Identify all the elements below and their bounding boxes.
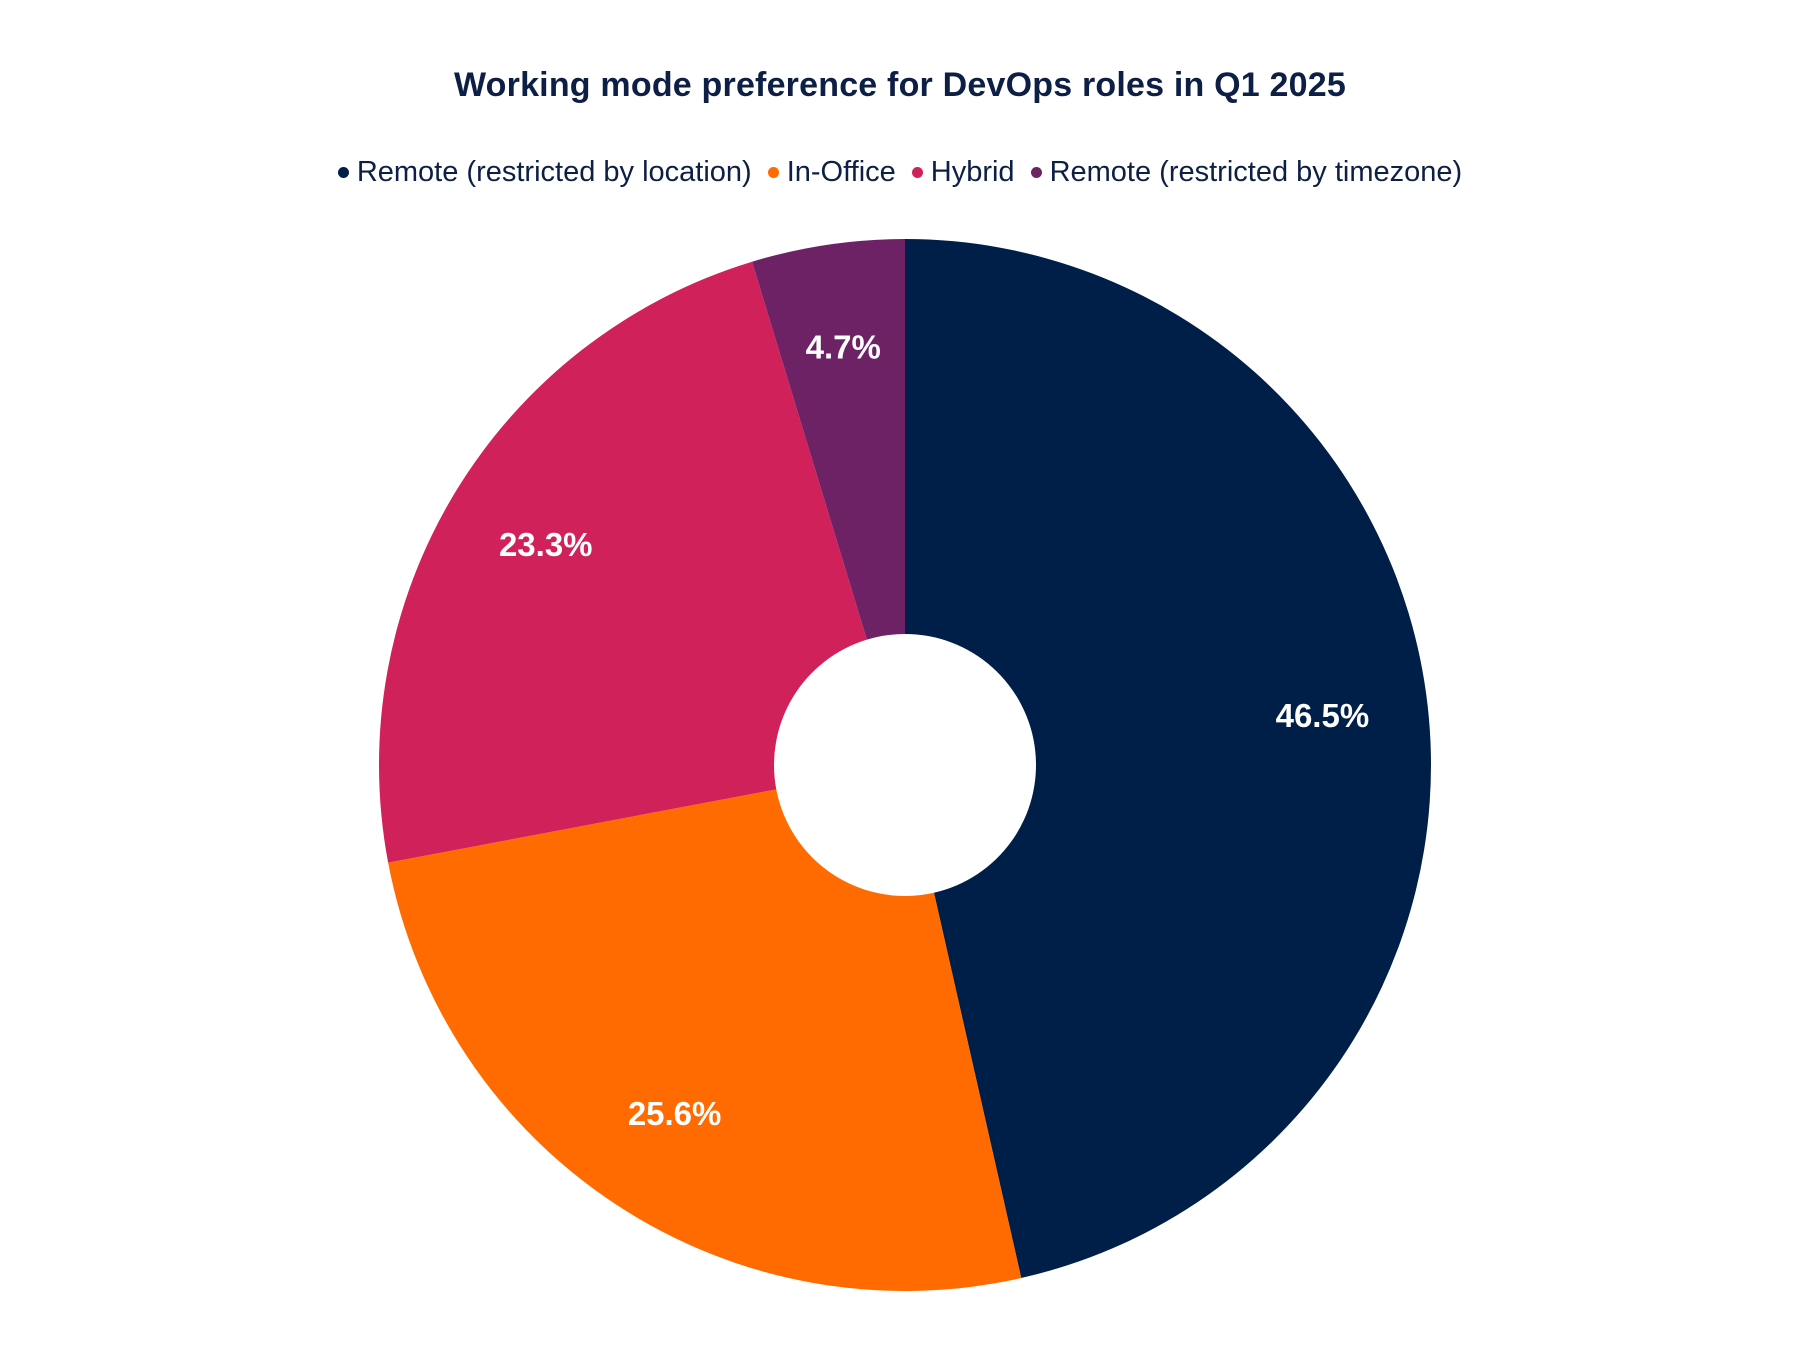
legend-item-hybrid[interactable]: Hybrid (911, 156, 1015, 189)
legend-label: Hybrid (930, 156, 1015, 188)
legend-label: Remote (restricted by location) (356, 156, 752, 188)
slice-label-remote-location: 46.5% (1276, 697, 1370, 734)
slice-remote-timezone[interactable] (752, 239, 905, 640)
pie-slices (379, 239, 1431, 1291)
slice-labels: 46.5% 25.6% 23.3% 4.7% (499, 328, 1369, 1132)
legend-item-remote-location[interactable]: Remote (restricted by location) (337, 156, 752, 189)
slice-label-hybrid: 23.3% (499, 526, 593, 563)
legend-label: In-Office (786, 156, 896, 188)
slice-hybrid[interactable] (379, 261, 867, 863)
legend-item-in-office[interactable]: In-Office (767, 156, 896, 189)
slice-label-remote-timezone: 4.7% (806, 328, 881, 365)
legend-marker (1030, 167, 1042, 178)
legend-item-remote-timezone[interactable]: Remote (restricted by timezone) (1030, 156, 1463, 189)
legend: Remote (restricted by location) In-Offic… (0, 156, 1800, 189)
slice-in-office[interactable] (388, 789, 1022, 1291)
legend-marker (911, 167, 923, 178)
legend-marker (337, 167, 349, 178)
slice-label-in-office: 25.6% (628, 1095, 722, 1132)
chart-title: Working mode preference for DevOps roles… (454, 66, 1346, 104)
legend-marker (767, 167, 779, 178)
legend-label: Remote (restricted by timezone) (1049, 156, 1463, 188)
slice-remote-location[interactable] (905, 239, 1431, 1278)
